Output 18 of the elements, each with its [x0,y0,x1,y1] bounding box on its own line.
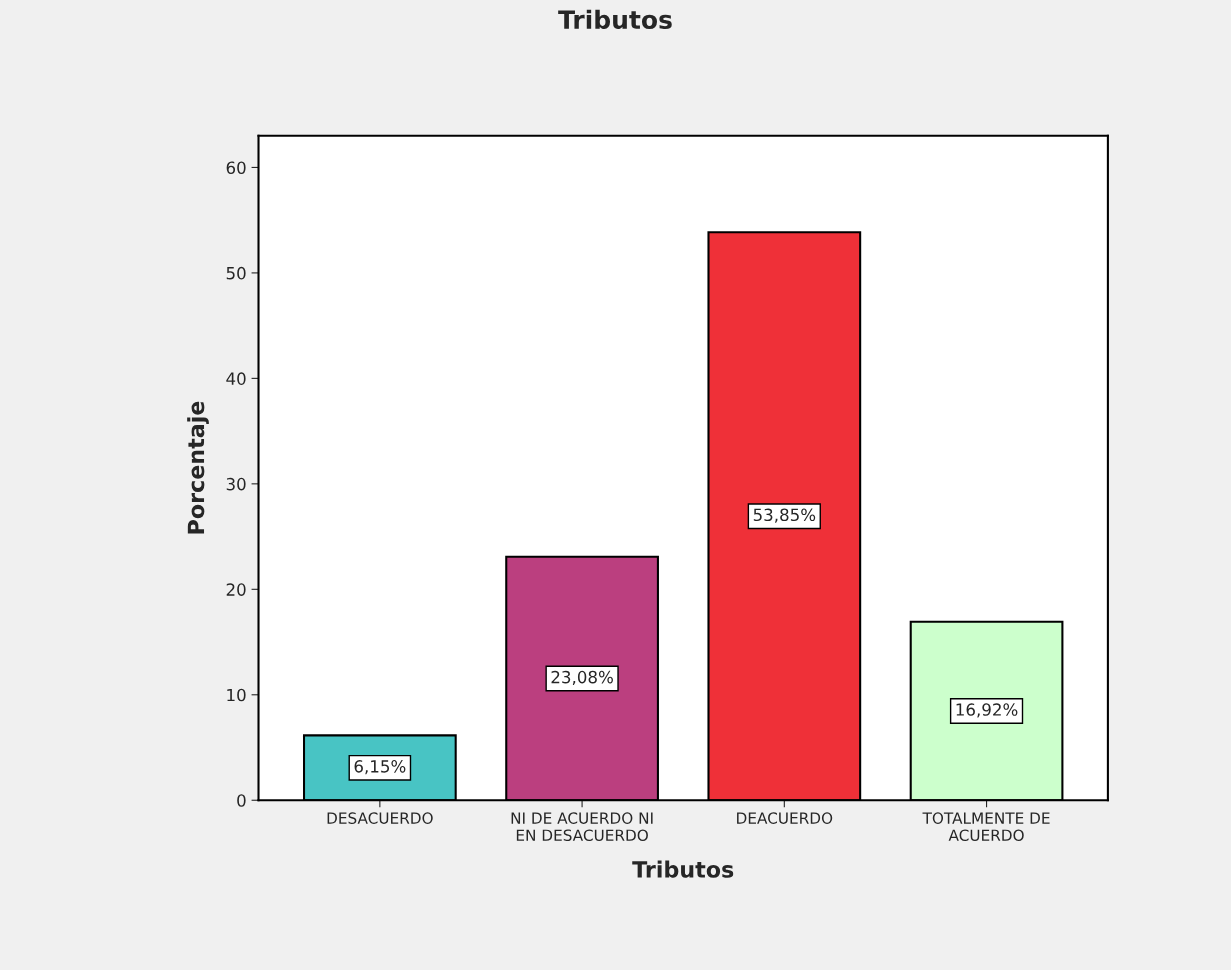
y-tick-label: 20 [226,583,246,596]
x-axis-title: Tributos [632,860,734,878]
y-tick-label: 40 [226,372,246,385]
y-axis-title: Porcentaje [187,401,209,534]
x-tick-label: NI DE ACUERDO NI EN DESACUERDO [511,812,653,841]
chart-title: Tributos [558,9,672,30]
y-tick-label: 10 [227,688,246,702]
x-tick-label: TOTALMENTE DE ACUERDO [922,812,1050,841]
data-label: 23,08% [551,670,613,686]
data-label: 6,15% [354,760,406,775]
x-tick-label: DEACUERDO [737,812,833,824]
y-tick-label: 50 [226,266,246,280]
data-label: 16,92% [956,703,1018,718]
data-label: 53,85% [753,508,816,523]
y-tick-label: 30 [226,477,246,491]
x-tick-label: DESACUERDO [327,812,433,824]
y-tick-label: 0 [237,794,246,807]
y-tick-label: 60 [226,161,246,175]
